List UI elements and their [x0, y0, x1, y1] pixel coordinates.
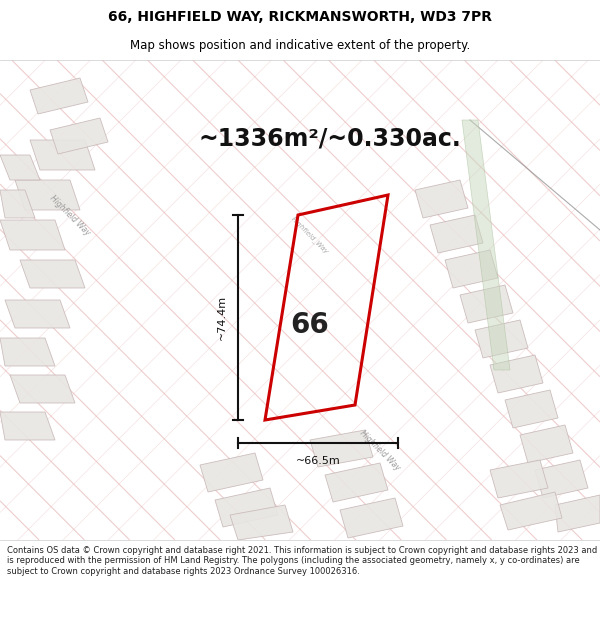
Text: 66: 66	[290, 311, 329, 339]
Polygon shape	[415, 180, 468, 218]
Polygon shape	[0, 412, 55, 440]
Polygon shape	[0, 155, 40, 180]
Polygon shape	[310, 430, 373, 467]
Text: Highfield_Way: Highfield_Way	[290, 215, 330, 255]
Text: 66, HIGHFIELD WAY, RICKMANSWORTH, WD3 7PR: 66, HIGHFIELD WAY, RICKMANSWORTH, WD3 7P…	[108, 10, 492, 24]
Polygon shape	[490, 355, 543, 393]
Polygon shape	[490, 460, 548, 498]
Polygon shape	[215, 488, 278, 527]
Polygon shape	[520, 425, 573, 463]
Text: ~66.5m: ~66.5m	[296, 456, 340, 466]
Polygon shape	[460, 285, 513, 323]
Polygon shape	[500, 492, 562, 530]
Polygon shape	[230, 505, 293, 540]
Text: ~74.4m: ~74.4m	[217, 295, 227, 340]
Polygon shape	[30, 140, 95, 170]
Polygon shape	[0, 338, 55, 366]
Text: Contains OS data © Crown copyright and database right 2021. This information is : Contains OS data © Crown copyright and d…	[7, 546, 598, 576]
Text: Highfield Way: Highfield Way	[358, 428, 402, 472]
Polygon shape	[10, 375, 75, 403]
Polygon shape	[445, 250, 498, 288]
Polygon shape	[430, 215, 483, 253]
Text: Highfield Way: Highfield Way	[48, 193, 92, 237]
Polygon shape	[30, 78, 88, 114]
Polygon shape	[5, 300, 70, 328]
Polygon shape	[462, 120, 510, 370]
Polygon shape	[0, 220, 65, 250]
Polygon shape	[535, 460, 588, 498]
Polygon shape	[325, 463, 388, 502]
Polygon shape	[20, 260, 85, 288]
Polygon shape	[200, 453, 263, 492]
Polygon shape	[0, 190, 35, 218]
Polygon shape	[475, 320, 528, 358]
Polygon shape	[340, 498, 403, 538]
Text: ~1336m²/~0.330ac.: ~1336m²/~0.330ac.	[199, 126, 461, 150]
Polygon shape	[555, 495, 600, 532]
Polygon shape	[15, 180, 80, 210]
Polygon shape	[50, 118, 108, 154]
Polygon shape	[505, 390, 558, 428]
Text: Map shows position and indicative extent of the property.: Map shows position and indicative extent…	[130, 39, 470, 51]
